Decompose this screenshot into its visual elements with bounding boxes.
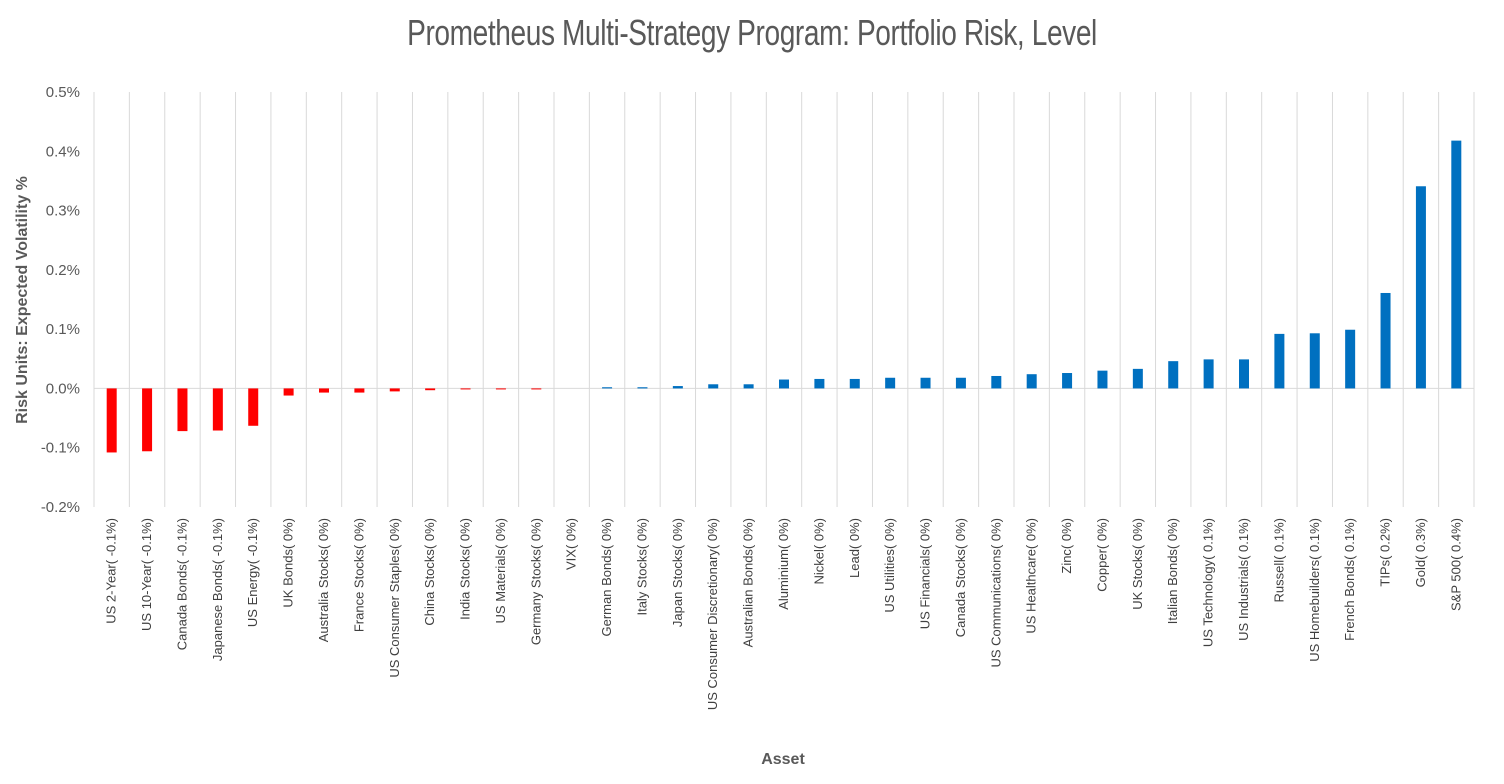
x-tick-label: Canada Stocks( 0%) xyxy=(953,518,968,637)
bar xyxy=(743,384,754,389)
bar xyxy=(142,388,153,452)
bar xyxy=(248,388,259,426)
chart-title: Prometheus Multi-Strategy Program: Portf… xyxy=(407,12,1097,53)
y-tick-label: -0.1% xyxy=(41,440,80,457)
x-tick-label: US Utilities( 0%) xyxy=(882,518,897,613)
bar xyxy=(319,388,329,393)
x-tick-label: China Stocks( 0%) xyxy=(422,518,437,626)
x-axis-labels: US 2-Year( -0.1%) US 10-Year( -0.1%) Canad… xyxy=(104,518,1464,710)
grid-lines xyxy=(93,92,1475,507)
bar xyxy=(1415,186,1426,389)
x-tick-label: Australia Stocks( 0%) xyxy=(316,518,331,642)
bar xyxy=(1026,374,1037,389)
x-tick-label: Japan Stocks( 0%) xyxy=(670,518,685,627)
bar xyxy=(425,388,436,391)
x-tick-label: Lead( 0%) xyxy=(847,518,862,578)
x-tick-label: Italy Stocks( 0%) xyxy=(634,518,649,616)
bar xyxy=(1132,368,1143,389)
x-tick-label: Italian Bonds( 0%) xyxy=(1165,518,1180,624)
bar xyxy=(779,379,789,389)
bar xyxy=(212,388,223,431)
x-tick-label: Zinc( 0%) xyxy=(1059,518,1074,574)
x-tick-label: US Materials( 0%) xyxy=(493,518,508,623)
x-tick-label: US Energy( -0.1%) xyxy=(245,518,260,627)
x-tick-label: Copper( 0%) xyxy=(1094,518,1109,592)
x-tick-label: Nickel( 0%) xyxy=(811,518,826,584)
x-tick-label: S&P 500( 0.4%) xyxy=(1448,518,1463,611)
x-tick-label: US Industrials( 0.1%) xyxy=(1236,518,1251,641)
bar xyxy=(849,378,860,389)
y-tick-label: 0.1% xyxy=(46,321,80,338)
x-tick-label: US Consumer Discretionary( 0%) xyxy=(705,518,720,710)
x-tick-label: US 2-Year( -0.1%) xyxy=(104,518,119,624)
y-axis-title: Risk Units: Expected Volatility % xyxy=(14,176,31,424)
y-tick-label: 0.3% xyxy=(46,203,80,220)
x-tick-label: UK Stocks( 0%) xyxy=(1130,518,1145,610)
x-tick-label: French Bonds( 0.1%) xyxy=(1342,518,1357,641)
y-tick-label: -0.2% xyxy=(41,499,80,516)
x-tick-label: US Homebuilders( 0.1%) xyxy=(1307,518,1322,662)
bar xyxy=(814,378,825,389)
bar xyxy=(1062,373,1073,389)
bar xyxy=(389,388,400,392)
x-tick-label: TIPs( 0.2%) xyxy=(1378,518,1393,587)
bar xyxy=(177,388,188,432)
x-tick-label: Gold( 0.3%) xyxy=(1413,518,1428,587)
bar xyxy=(708,384,719,389)
x-tick-label: German Bonds( 0%) xyxy=(599,518,614,637)
x-tick-label: Australian Bonds( 0%) xyxy=(741,518,756,647)
bar xyxy=(637,387,648,389)
x-tick-label: US Technology( 0.1%) xyxy=(1201,518,1216,647)
x-axis-title: Asset xyxy=(761,751,805,768)
bar xyxy=(1380,292,1391,389)
y-tick-label: 0.0% xyxy=(46,380,80,397)
bar xyxy=(460,388,471,390)
x-tick-label: Aluminium( 0%) xyxy=(776,518,791,610)
bar xyxy=(602,387,613,389)
bar xyxy=(283,388,294,396)
x-tick-label: VIX( 0%) xyxy=(564,518,579,570)
bar xyxy=(991,375,1002,389)
bar xyxy=(1345,329,1356,389)
bar xyxy=(106,388,117,453)
x-tick-label: US Healthcare( 0%) xyxy=(1024,518,1039,634)
x-tick-label: Japanese Bonds( -0.1%) xyxy=(210,518,225,661)
bar xyxy=(1168,361,1179,389)
bar xyxy=(955,377,966,389)
bar xyxy=(1203,359,1214,389)
bar xyxy=(1274,333,1285,389)
x-tick-label: Russell( 0.1%) xyxy=(1271,518,1286,603)
bar xyxy=(531,388,542,390)
x-tick-label: US 10-Year( -0.1%) xyxy=(139,518,154,631)
y-tick-label: 0.4% xyxy=(46,143,80,160)
x-tick-label: France Stocks( 0%) xyxy=(351,518,366,632)
x-tick-label: India Stocks( 0%) xyxy=(458,518,473,620)
bar xyxy=(495,388,506,390)
x-tick-label: US Communications( 0%) xyxy=(988,518,1003,668)
x-tick-label: US Consumer Staples( 0%) xyxy=(387,518,402,678)
y-tick-label: 0.5% xyxy=(46,84,80,101)
x-tick-label: Canada Bonds( -0.1%) xyxy=(174,518,189,650)
x-tick-label: UK Bonds( 0%) xyxy=(281,518,296,608)
bar xyxy=(354,388,365,393)
bar xyxy=(672,386,683,389)
bar xyxy=(1451,140,1462,389)
bar xyxy=(920,377,931,389)
bar xyxy=(1239,359,1249,389)
bars xyxy=(106,140,1462,453)
x-tick-label: Germany Stocks( 0%) xyxy=(528,518,543,645)
bar xyxy=(1309,333,1320,389)
x-tick-label: US Financials( 0%) xyxy=(918,518,933,629)
bar xyxy=(885,377,896,389)
y-tick-label: 0.2% xyxy=(46,262,80,279)
y-axis-ticks: -0.2% -0.1% 0.0% 0.1% 0.2% 0.3% 0.4% 0.5% xyxy=(41,84,80,516)
bar xyxy=(1097,370,1108,389)
